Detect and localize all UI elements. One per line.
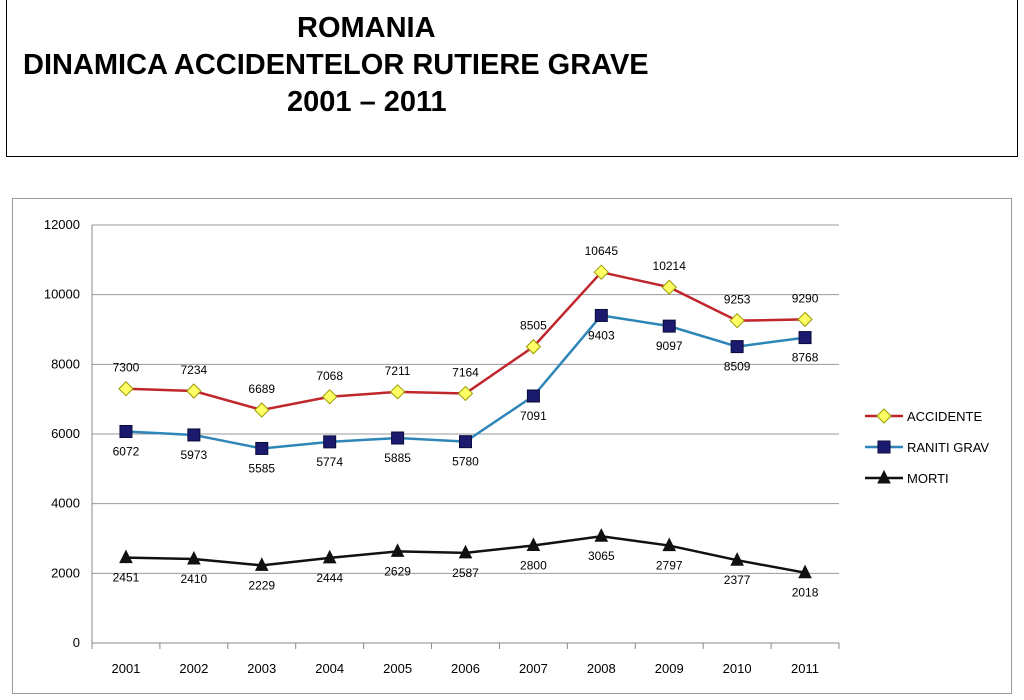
y-tick-label: 4000 bbox=[51, 496, 80, 511]
legend-marker bbox=[877, 469, 891, 484]
data-point bbox=[187, 550, 201, 565]
x-tick-label: 2006 bbox=[451, 661, 480, 676]
data-label: 7068 bbox=[316, 369, 343, 383]
data-label: 5973 bbox=[181, 448, 208, 462]
data-label: 6689 bbox=[248, 382, 275, 396]
x-tick-label: 2004 bbox=[315, 661, 344, 676]
x-tick-label: 2010 bbox=[723, 661, 752, 676]
data-label: 10214 bbox=[653, 259, 687, 273]
data-label: 2629 bbox=[384, 564, 411, 578]
data-label: 7211 bbox=[385, 364, 411, 378]
x-tick-label: 2007 bbox=[519, 661, 548, 676]
data-point bbox=[594, 308, 608, 322]
data-point bbox=[594, 528, 609, 542]
data-point bbox=[457, 385, 474, 402]
data-label: 9403 bbox=[588, 328, 615, 342]
legend-marker bbox=[876, 408, 892, 424]
data-point bbox=[730, 552, 744, 566]
data-point bbox=[525, 339, 542, 355]
x-tick-label: 2001 bbox=[111, 661, 140, 676]
data-point bbox=[459, 435, 472, 449]
data-point bbox=[119, 549, 133, 564]
chart-frame: 0 2000 4000 6000 8000 10000 12000 2001 2002 2003 2… bbox=[12, 198, 1012, 694]
data-point bbox=[798, 564, 812, 579]
data-point bbox=[254, 557, 269, 571]
data-point bbox=[389, 384, 406, 400]
data-point bbox=[662, 319, 676, 333]
data-label: 9253 bbox=[724, 293, 751, 307]
data-point bbox=[458, 544, 473, 559]
title-line-3: 2001 – 2011 bbox=[287, 86, 447, 118]
line-chart: 0 2000 4000 6000 8000 10000 12000 2001 2002 2003 2… bbox=[44, 217, 990, 676]
data-point bbox=[526, 389, 540, 403]
data-label: 7300 bbox=[113, 361, 140, 375]
data-label: 3065 bbox=[588, 549, 615, 563]
data-label: 9097 bbox=[656, 339, 683, 353]
x-tick-label: 2003 bbox=[247, 661, 276, 676]
data-label: 10645 bbox=[585, 244, 619, 258]
x-tick-label: 2002 bbox=[179, 661, 208, 676]
data-label: 2797 bbox=[656, 559, 683, 573]
data-point bbox=[186, 383, 202, 399]
data-label: 2800 bbox=[520, 558, 547, 572]
data-point bbox=[798, 331, 812, 345]
data-point bbox=[662, 537, 677, 552]
data-label: 5780 bbox=[452, 455, 479, 469]
data-label: 8509 bbox=[724, 360, 751, 374]
data-label: 8768 bbox=[792, 351, 819, 365]
title-box: ROMANIA DINAMICA ACCIDENTELOR RUTIERE GR… bbox=[6, 0, 1018, 157]
title-line-2: DINAMICA ACCIDENTELOR RUTIERE GRAVE bbox=[23, 49, 649, 81]
data-point bbox=[118, 381, 134, 397]
data-point bbox=[254, 402, 270, 418]
legend-label: ACCIDENTE bbox=[907, 409, 982, 424]
data-point bbox=[323, 435, 337, 449]
data-point bbox=[730, 340, 744, 354]
data-label: 2377 bbox=[724, 573, 751, 587]
x-tick-label: 2011 bbox=[791, 661, 819, 676]
data-label: 5774 bbox=[316, 455, 343, 469]
data-label: 8505 bbox=[520, 319, 547, 333]
data-label: 2410 bbox=[181, 572, 208, 586]
data-point bbox=[119, 424, 133, 438]
x-tick-label: 2008 bbox=[587, 661, 616, 676]
data-label: 2229 bbox=[248, 578, 275, 592]
data-label: 2444 bbox=[316, 571, 343, 585]
legend-marker bbox=[877, 440, 891, 454]
data-label: 7164 bbox=[452, 365, 479, 379]
data-label: 5585 bbox=[248, 461, 275, 475]
y-tick-label: 10000 bbox=[44, 287, 80, 302]
y-tick-label: 2000 bbox=[51, 565, 80, 580]
data-point bbox=[797, 311, 813, 328]
x-tick-label: 2005 bbox=[383, 661, 412, 676]
data-label: 7234 bbox=[181, 363, 208, 377]
data-label: 2451 bbox=[113, 571, 140, 585]
y-tick-label: 8000 bbox=[51, 356, 80, 371]
data-label: 6072 bbox=[113, 444, 140, 458]
data-point bbox=[321, 389, 338, 405]
data-point bbox=[729, 312, 745, 329]
data-point bbox=[593, 264, 610, 280]
legend-label: MORTI bbox=[907, 471, 949, 486]
data-label: 5885 bbox=[384, 451, 411, 465]
data-label: 2587 bbox=[452, 566, 479, 580]
x-tick-label: 2009 bbox=[655, 661, 684, 676]
data-point bbox=[390, 543, 405, 557]
data-point bbox=[661, 279, 677, 295]
data-label: 9290 bbox=[792, 291, 819, 305]
legend-label: RANITI GRAV bbox=[907, 440, 989, 455]
data-point bbox=[255, 441, 269, 455]
data-point bbox=[322, 549, 337, 564]
y-tick-label: 0 bbox=[73, 635, 80, 650]
data-point bbox=[526, 537, 541, 551]
data-point bbox=[391, 431, 405, 445]
y-tick-label: 6000 bbox=[51, 426, 80, 441]
data-point bbox=[187, 428, 201, 442]
y-tick-label: 12000 bbox=[44, 217, 80, 232]
data-label: 2018 bbox=[792, 586, 819, 600]
data-label: 7091 bbox=[520, 409, 547, 423]
series-line-raniti-grav bbox=[125, 314, 806, 450]
title-line-1: ROMANIA bbox=[297, 12, 436, 44]
